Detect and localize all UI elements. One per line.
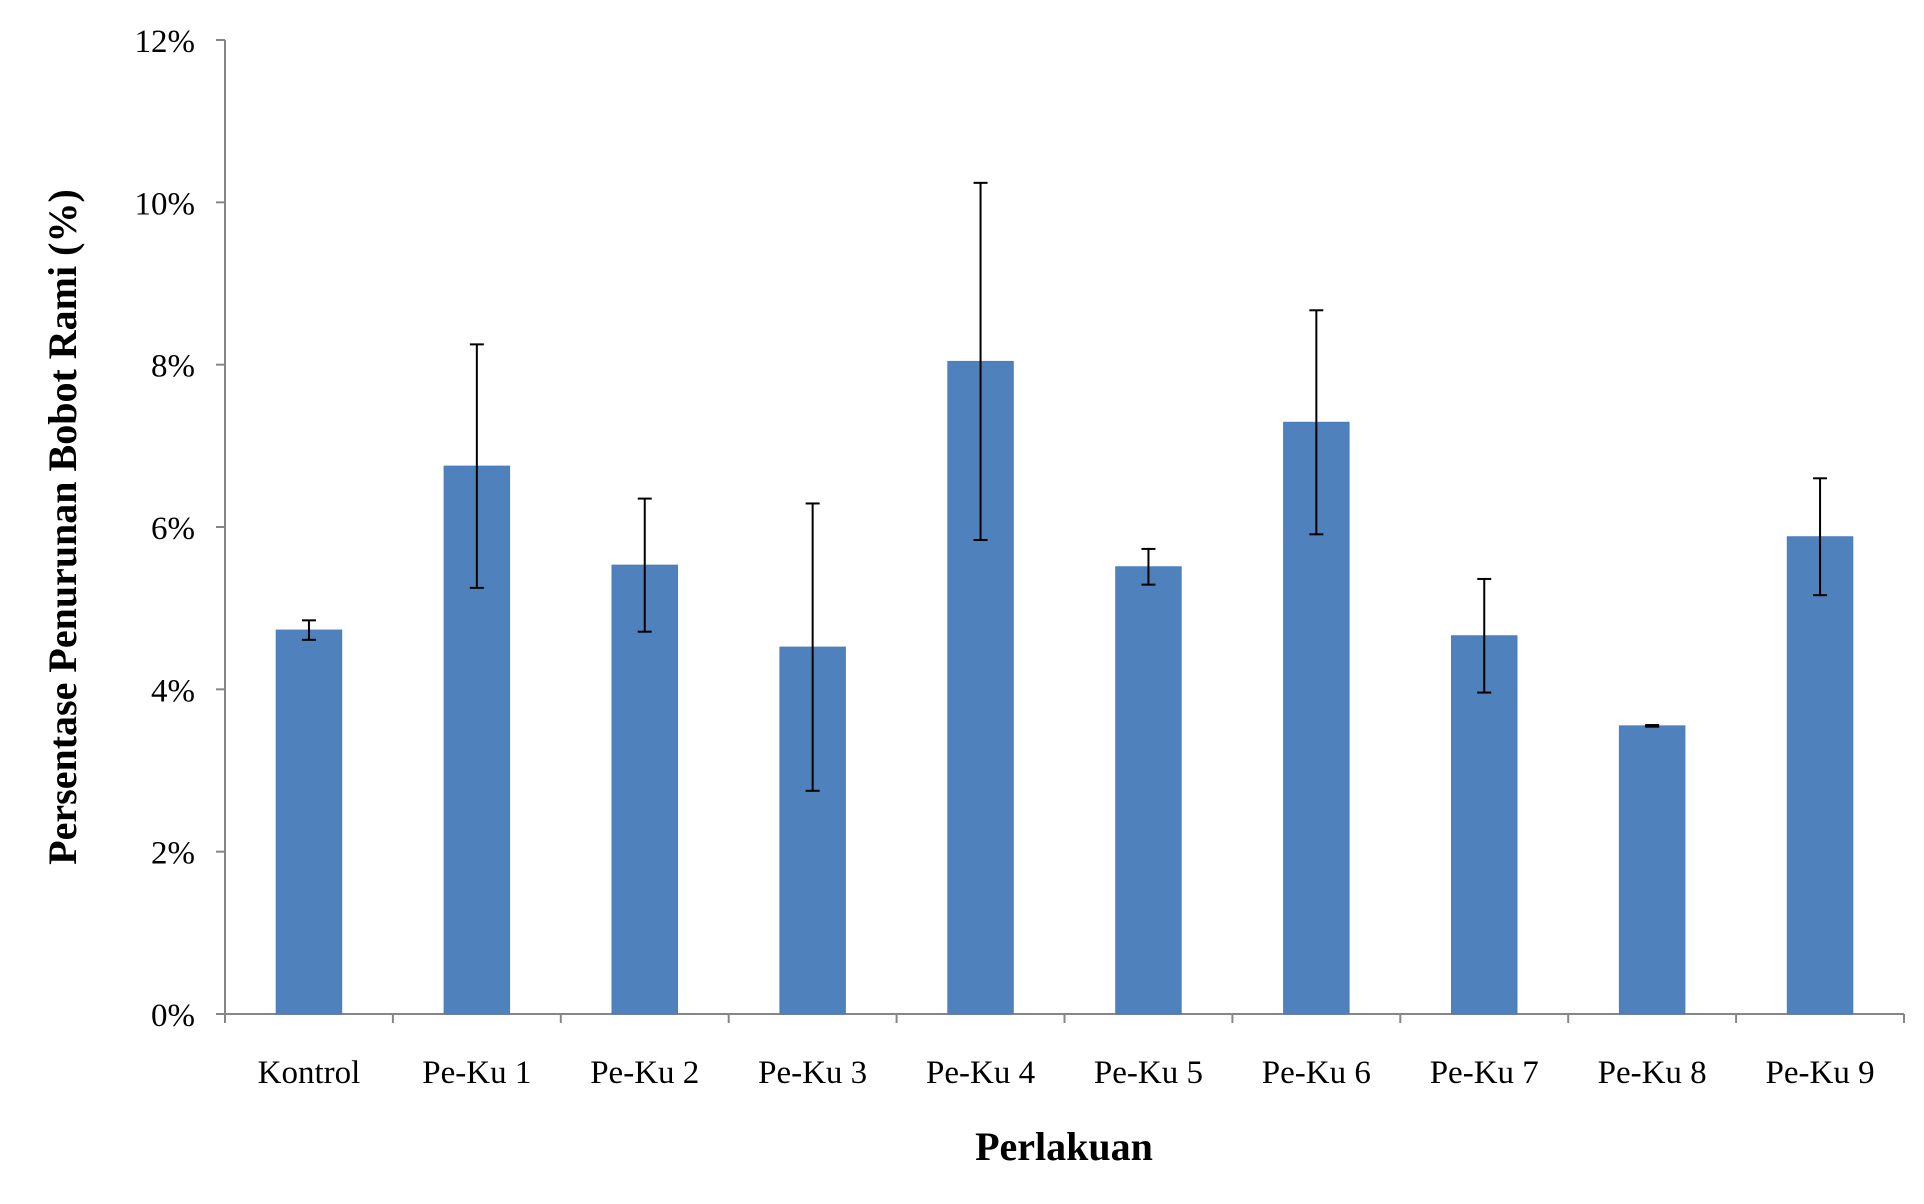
y-axis-title: Persentase Penurunan Bobot Rami (%) [40,189,85,865]
x-axis-title: Perlakuan [975,1124,1153,1169]
bar [1618,725,1686,1015]
x-tick-label: Pe-Ku 7 [1430,1055,1539,1091]
bar [1115,566,1182,1015]
error-bar [1477,577,1492,694]
x-axis-ticks: Kontrol Pe-Ku 1 Pe-Ku 2 Pe-Ku 3 Pe-Ku 4 Pe-Ku… [224,1014,1905,1091]
y-tick-label: 8% [151,349,195,385]
x-tick-label: Pe-Ku 1 [422,1055,531,1091]
bar [1451,635,1518,1015]
y-tick-label: 12% [135,24,196,60]
error-bars [301,181,1828,792]
y-tick-label: 10% [135,186,196,222]
bar [611,564,678,1015]
x-tick-label: Pe-Ku 4 [926,1055,1035,1091]
bar [1786,536,1854,1015]
x-tick-label: Pe-Ku 3 [758,1055,867,1091]
x-tick-label: Pe-Ku 9 [1766,1055,1875,1091]
y-tick-label: 4% [151,673,195,709]
x-tick-label: Pe-Ku 2 [590,1055,699,1091]
y-tick-label: 0% [151,998,195,1034]
error-bar [1645,724,1660,728]
error-bar [469,343,484,589]
error-bar [973,181,988,541]
error-bar [805,502,820,792]
x-tick-label: Pe-Ku 8 [1598,1055,1707,1091]
x-tick-label: Kontrol [258,1055,361,1091]
x-tick-label: Pe-Ku 5 [1094,1055,1203,1091]
y-axis-ticks: 0% 2% 4% 6% 8% 10% 12% [135,24,225,1034]
y-tick-label: 2% [151,836,195,872]
y-tick-label: 6% [151,511,195,547]
error-bar [1141,547,1156,586]
x-tick-label: Pe-Ku 6 [1262,1055,1371,1091]
error-bar [1813,477,1828,597]
error-bar [301,619,316,641]
bar [275,629,343,1015]
error-bar [1309,309,1324,536]
bar-series [275,360,1854,1015]
error-bar [637,497,652,633]
